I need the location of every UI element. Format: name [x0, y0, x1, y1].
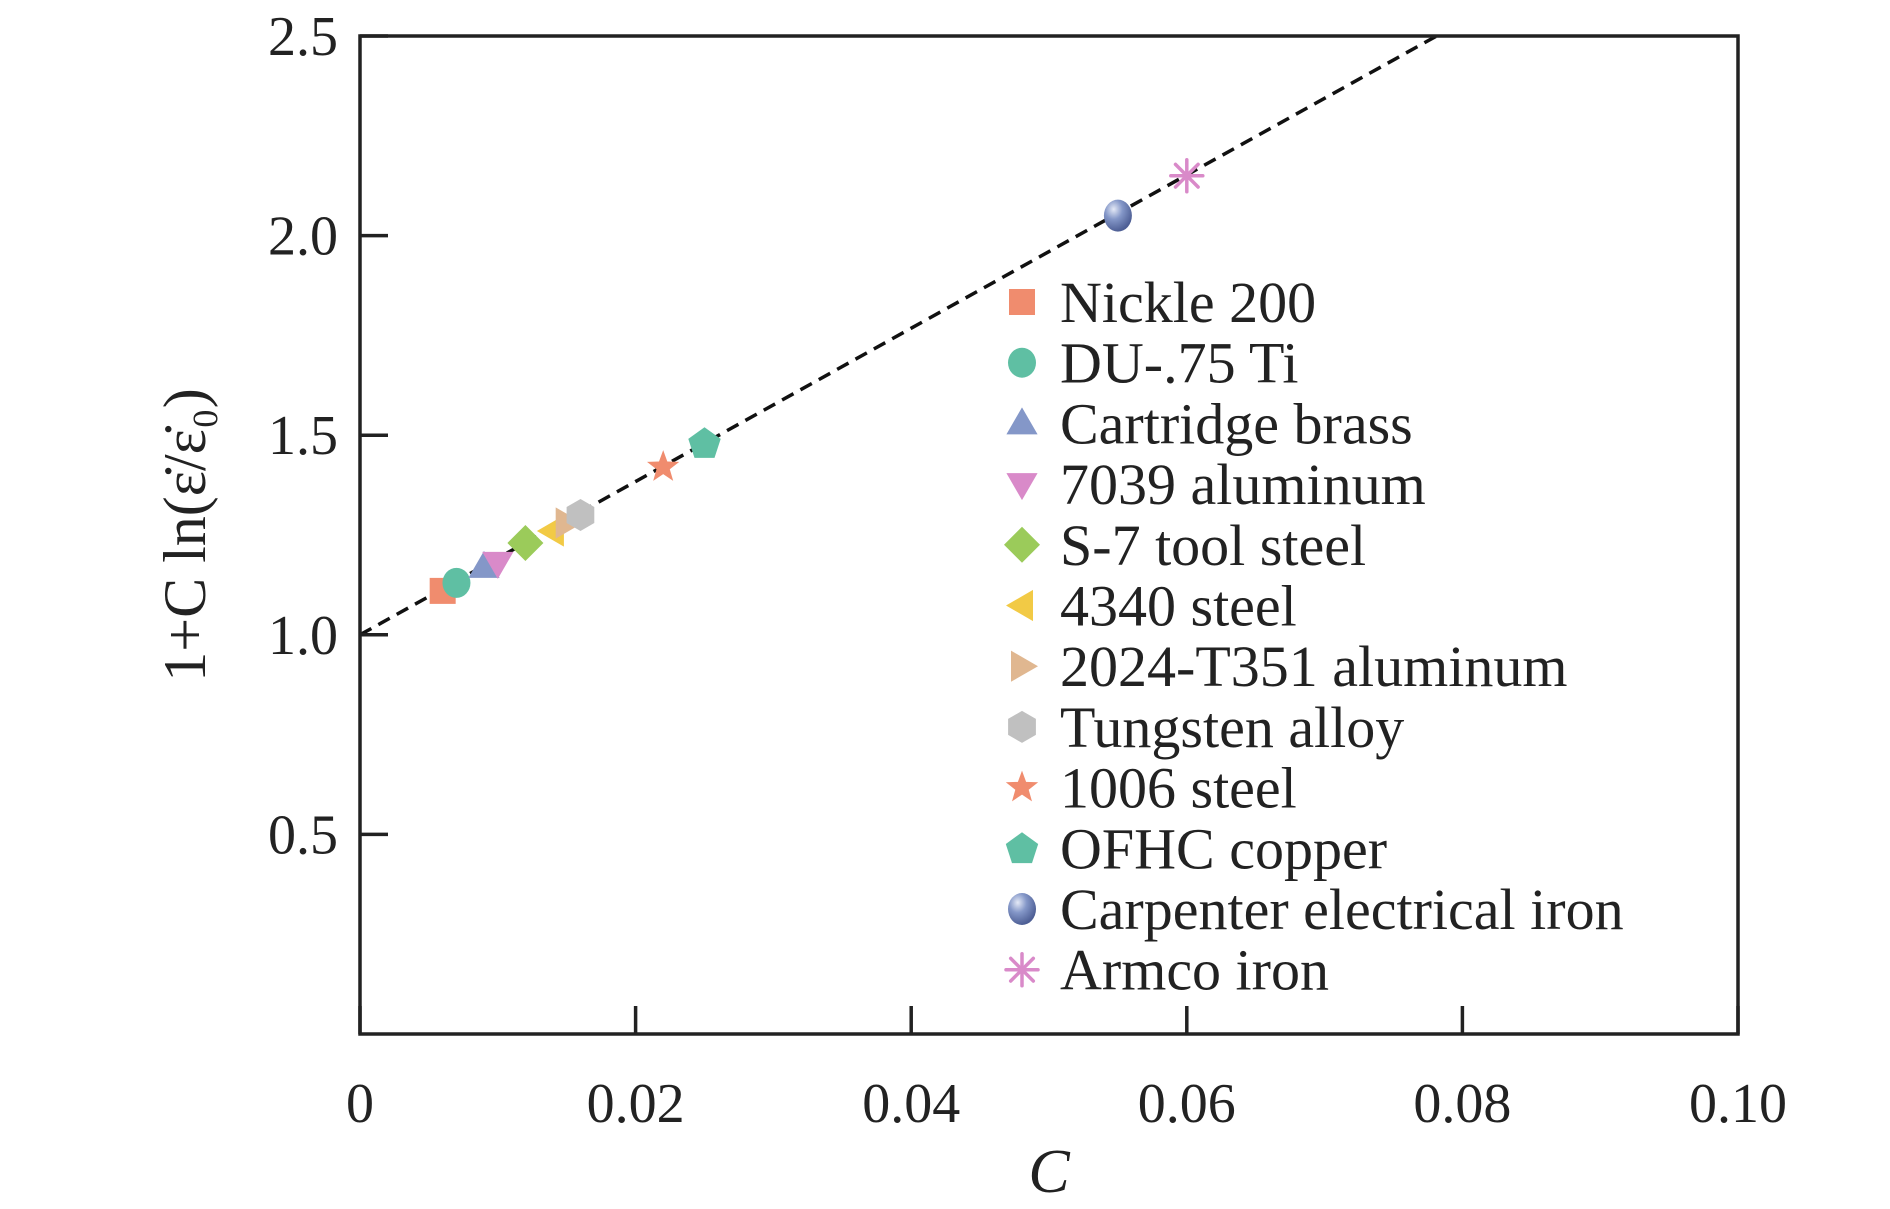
y-tick-label: 2.0 — [268, 206, 338, 268]
legend-item: OFHC copper — [1005, 816, 1387, 881]
legend-item: 7039 aluminum — [1006, 452, 1426, 517]
y-tick-label: 1.5 — [268, 405, 338, 467]
fit-line-layer — [360, 36, 1441, 637]
plot-frame — [358, 34, 1740, 1036]
legend-label: 1006 steel — [1060, 756, 1297, 821]
legend-marker-11 — [1004, 951, 1040, 988]
data-point-2 — [468, 550, 500, 578]
legend-label: DU-.75 Ti — [1060, 331, 1299, 396]
legend-item: Nickle 200 — [1009, 270, 1316, 335]
legend-label: S-7 tool steel — [1060, 513, 1366, 578]
y-tick-label: 0.5 — [268, 804, 338, 866]
legend-item: Carpenter electrical iron — [1008, 877, 1624, 942]
data-point-10 — [1103, 199, 1132, 232]
data-point-3 — [482, 551, 514, 579]
legend-label: 4340 steel — [1060, 574, 1297, 639]
legend-item: Armco iron — [1004, 938, 1329, 1003]
legend-item: Cartridge brass — [1006, 391, 1413, 456]
data-points-layer — [429, 157, 1205, 604]
axes-layer: 0 0.02 0.04 0.06 0.08 0.10 0.5 1.0 1.5 2.0 2.5 C 1+C… — [152, 6, 1787, 1206]
x-tick-label: 0.02 — [587, 1073, 685, 1135]
legend-label: Cartridge brass — [1060, 391, 1413, 456]
data-point-8 — [647, 450, 680, 481]
data-point-7 — [566, 499, 595, 531]
legend-label: Tungsten alloy — [1060, 695, 1404, 760]
legend-marker-2 — [1006, 407, 1038, 435]
legend-label: Nickle 200 — [1060, 270, 1316, 335]
legend-marker-0 — [1009, 289, 1035, 315]
fit-line — [360, 36, 1441, 637]
x-tick-label: 0.10 — [1689, 1073, 1787, 1135]
legend-item: 2024-T351 aluminum — [1011, 634, 1567, 699]
x-tick-label: 0.08 — [1413, 1073, 1511, 1135]
legend-item: Tungsten alloy — [1008, 695, 1404, 760]
legend-label: 2024-T351 aluminum — [1060, 634, 1567, 699]
data-point-11 — [1169, 157, 1205, 194]
x-tick-label: 0.06 — [1138, 1073, 1236, 1135]
data-point-4 — [507, 525, 544, 561]
legend-item: S-7 tool steel — [1004, 513, 1366, 578]
x-axis-label: C — [1028, 1138, 1070, 1206]
y-axis-label: 1+C ln(ε̇/ε̇₀) — [152, 388, 218, 681]
legend-item: 1006 steel — [1005, 756, 1297, 821]
legend-label: OFHC copper — [1060, 816, 1387, 881]
legend-marker-8 — [1005, 770, 1039, 802]
data-point-9 — [688, 427, 721, 458]
legend-item: DU-.75 Ti — [1008, 331, 1299, 396]
legend-label: 7039 aluminum — [1060, 452, 1426, 517]
legend-item: 4340 steel — [1006, 574, 1297, 639]
y-tick-label: 2.5 — [268, 6, 338, 68]
data-point-1 — [442, 567, 471, 598]
legend-marker-4 — [1004, 526, 1040, 563]
legend-marker-10 — [1008, 893, 1036, 925]
x-tick-label: 0.04 — [862, 1073, 960, 1135]
legend-marker-1 — [1008, 347, 1036, 378]
legend-marker-5 — [1006, 589, 1033, 622]
legend-label: Armco iron — [1060, 938, 1329, 1003]
y-tick-label: 1.0 — [268, 605, 338, 667]
legend-label: Carpenter electrical iron — [1060, 877, 1624, 942]
x-tick-label: 0 — [346, 1073, 374, 1135]
legend-marker-3 — [1006, 473, 1038, 501]
legend-marker-9 — [1005, 832, 1039, 864]
legend-marker-6 — [1011, 650, 1038, 682]
legend-marker-7 — [1008, 710, 1036, 743]
